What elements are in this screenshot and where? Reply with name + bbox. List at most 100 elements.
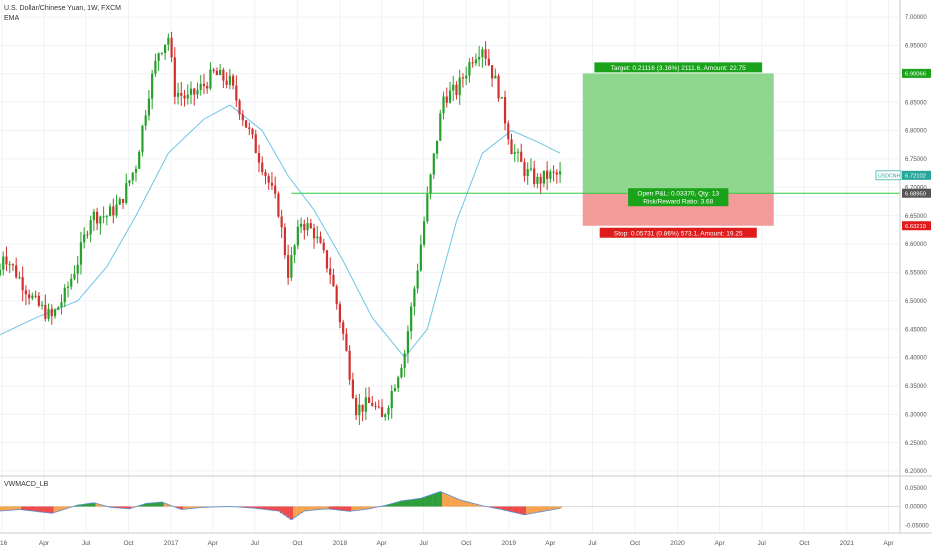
candle-body <box>121 199 125 203</box>
candle-body <box>66 286 70 288</box>
candle-body <box>481 49 484 58</box>
candle-body <box>507 123 510 140</box>
price-tag-box[interactable] <box>902 188 931 198</box>
macd-bar <box>37 506 41 512</box>
candle-body <box>445 96 448 103</box>
target-zone[interactable] <box>582 73 774 194</box>
candle-body <box>225 80 228 85</box>
candle-body <box>397 377 400 389</box>
macd-bar <box>1 506 6 511</box>
macd-bar <box>260 506 265 510</box>
candle-body <box>393 388 397 392</box>
price-tag-label: 6.63219 <box>905 224 926 230</box>
candle-body <box>199 83 202 90</box>
candle-body <box>374 405 377 407</box>
candle-body <box>108 206 112 217</box>
candle-body <box>345 333 348 351</box>
candle-body <box>154 60 157 74</box>
candle-body <box>490 65 494 79</box>
macd-bar <box>189 506 193 509</box>
candle-body <box>60 302 63 308</box>
macd-bar <box>4 506 9 511</box>
candle-body <box>455 84 458 96</box>
position-tool[interactable]: Target: 0.21116 (3.16%) 2111.6, Amount: … <box>291 62 900 238</box>
candle-body <box>497 75 500 99</box>
price-tag-box[interactable] <box>902 68 931 78</box>
candle-body <box>238 100 241 115</box>
macd-bar <box>477 504 481 507</box>
candle-body <box>536 176 539 184</box>
candle-body <box>387 408 390 415</box>
macd-bar <box>121 506 125 509</box>
price-tick-label: 6.35000 <box>905 384 927 390</box>
candle-body <box>542 170 545 184</box>
candle-body <box>448 90 452 103</box>
time-tick-label: Jul <box>758 540 767 547</box>
candle-body <box>86 234 89 236</box>
macd-bar <box>59 506 64 511</box>
macd-bar <box>280 506 284 514</box>
price-tick-label: 6.40000 <box>905 356 927 362</box>
macd-bar <box>176 506 180 509</box>
candle-body <box>429 174 432 195</box>
macd-bar <box>354 506 358 511</box>
macd-tick-label: -0.05000 <box>905 523 929 529</box>
candle-body <box>494 75 497 79</box>
macd-bar <box>157 502 161 507</box>
price-tag-box[interactable] <box>902 170 931 180</box>
macd-bar <box>357 506 362 511</box>
candle-body <box>5 256 8 265</box>
macd-bar <box>503 506 507 511</box>
candle-body <box>138 151 141 169</box>
macd-bar <box>89 503 93 507</box>
candle-body <box>183 95 186 99</box>
candle-body <box>503 97 507 124</box>
macd-bar <box>293 506 297 518</box>
macd-bar <box>195 506 200 508</box>
candle-body <box>426 194 429 222</box>
candle-body <box>160 52 163 54</box>
macd-bar <box>315 506 320 510</box>
candle-body <box>24 290 27 295</box>
candle-body <box>435 140 439 154</box>
candle-body <box>283 227 286 256</box>
macd-bar <box>370 506 375 509</box>
macd-bar <box>147 503 151 507</box>
price-tick-label: 6.55000 <box>905 271 927 277</box>
macd-bar <box>140 504 145 507</box>
macd-bar <box>267 506 271 510</box>
candle-body <box>241 114 244 121</box>
macd-bar <box>386 504 391 507</box>
candle-body <box>196 89 199 95</box>
candle-body <box>555 172 558 175</box>
time-tick-label: Jul <box>251 540 260 547</box>
candle-body <box>299 223 303 227</box>
macd-bar <box>144 503 148 507</box>
macd-bar <box>276 506 281 511</box>
candle-body <box>99 216 102 224</box>
price-tick-label: 6.45000 <box>905 327 927 333</box>
macd-bar <box>500 506 504 510</box>
candle-body <box>176 92 180 97</box>
candle-body <box>270 182 274 186</box>
candle-body <box>316 236 319 239</box>
macd-bar <box>24 506 28 511</box>
macd-bar <box>56 506 61 512</box>
macd-bar <box>0 506 2 511</box>
time-tick-label: Oct <box>799 540 809 547</box>
macd-bar <box>532 506 536 513</box>
macd-bar <box>448 495 452 507</box>
candle-body <box>319 236 322 243</box>
macd-bar <box>85 503 90 507</box>
pnl-box <box>628 188 729 207</box>
time-tick-label: 2019 <box>502 540 517 547</box>
candle-body <box>141 125 144 152</box>
price-tag-box[interactable] <box>902 221 931 231</box>
macd-bar <box>92 502 96 507</box>
candle-body <box>458 77 461 96</box>
candle-body <box>102 216 105 218</box>
macd-bar <box>390 503 394 507</box>
